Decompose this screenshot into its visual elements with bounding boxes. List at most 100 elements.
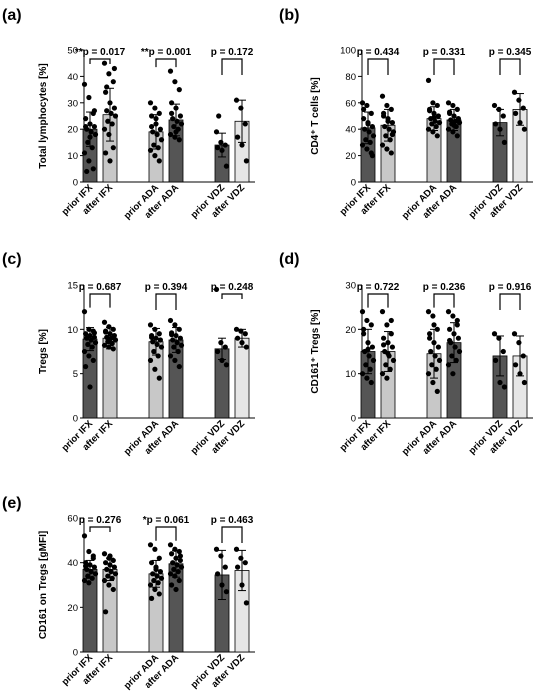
bar (234, 337, 250, 419)
data-point (173, 105, 179, 111)
data-point (88, 569, 94, 575)
data-point (379, 93, 386, 99)
data-point (101, 577, 108, 584)
data-point (517, 120, 523, 126)
data-point (434, 326, 440, 332)
data-point (81, 577, 88, 584)
data-point (172, 357, 178, 363)
data-point (388, 331, 394, 337)
data-point (85, 341, 91, 348)
y-tick-label: 10 (345, 369, 356, 380)
data-point (105, 573, 111, 579)
data-point (111, 105, 117, 111)
p-value-label: p = 0.276 (79, 515, 122, 526)
data-point (176, 87, 182, 93)
data-point (101, 126, 108, 132)
data-point (88, 129, 94, 135)
y-tick-label: 5 (73, 369, 78, 380)
data-point (169, 332, 175, 338)
y-axis-title: CD161 on Tregs [gMFI] (38, 531, 49, 639)
data-point (108, 110, 114, 116)
data-point (219, 147, 225, 153)
data-point (445, 126, 452, 132)
data-point (433, 123, 439, 130)
data-point (456, 348, 463, 355)
data-point (425, 309, 432, 315)
data-point (152, 105, 158, 111)
data-point (173, 332, 179, 339)
data-point (91, 123, 97, 130)
data-point (388, 150, 394, 156)
data-point (223, 362, 229, 368)
data-point (521, 379, 528, 386)
p-value-label: p = 0.722 (357, 282, 400, 293)
data-point (431, 110, 437, 116)
y-tick-label: 30 (67, 98, 78, 109)
comparison-bracket (433, 293, 455, 308)
data-point (364, 146, 370, 152)
panel-letter: (d) (279, 251, 299, 268)
y-tick-label: 20 (67, 603, 78, 614)
y-tick-label: 100 (340, 46, 356, 57)
data-point (370, 133, 377, 139)
y-axis-title: CD161⁺ Tregs [%] (310, 309, 321, 393)
data-point (169, 110, 175, 116)
data-point (84, 168, 90, 175)
y-tick-label: 15 (67, 281, 78, 292)
data-point (445, 100, 452, 106)
data-point (110, 326, 116, 332)
data-point (149, 334, 155, 340)
data-point (112, 337, 119, 343)
data-point (389, 344, 395, 350)
data-point (153, 121, 159, 127)
p-value-label: p = 0.394 (145, 282, 188, 293)
data-point (177, 553, 183, 559)
data-point (106, 582, 112, 588)
data-point (85, 139, 91, 145)
data-point (171, 566, 177, 572)
data-point (81, 150, 88, 156)
p-value-label: p = 0.916 (489, 282, 532, 293)
data-point (176, 548, 182, 555)
data-point (86, 158, 92, 164)
data-point (87, 121, 93, 127)
data-point (451, 331, 457, 337)
data-point (425, 77, 432, 83)
data-point (431, 340, 437, 346)
data-point (516, 97, 522, 103)
data-point (101, 319, 108, 325)
data-point (450, 371, 456, 377)
data-point (92, 571, 99, 577)
data-point (445, 309, 452, 315)
data-point (497, 379, 503, 386)
data-point (156, 555, 162, 561)
data-point (363, 362, 369, 368)
data-point (367, 366, 373, 372)
data-point (369, 344, 375, 350)
data-point (86, 580, 92, 586)
data-point (430, 100, 436, 106)
data-point (389, 120, 395, 126)
data-point (112, 571, 119, 577)
data-point (223, 163, 229, 169)
data-point (109, 340, 115, 347)
data-point (107, 158, 113, 164)
data-point (158, 137, 165, 143)
data-point (454, 317, 460, 324)
data-point (112, 113, 119, 119)
data-point (436, 120, 443, 126)
data-point (176, 577, 182, 584)
y-tick-label: 30 (345, 281, 356, 292)
data-point (172, 322, 178, 328)
data-point (156, 331, 162, 337)
data-point (501, 139, 507, 145)
data-point (101, 342, 108, 348)
data-point (450, 102, 456, 109)
data-point (359, 100, 366, 106)
data-point (452, 344, 458, 350)
data-point (178, 121, 185, 127)
y-tick-label: 0 (73, 178, 78, 189)
data-point (89, 344, 95, 350)
data-point (107, 331, 113, 337)
